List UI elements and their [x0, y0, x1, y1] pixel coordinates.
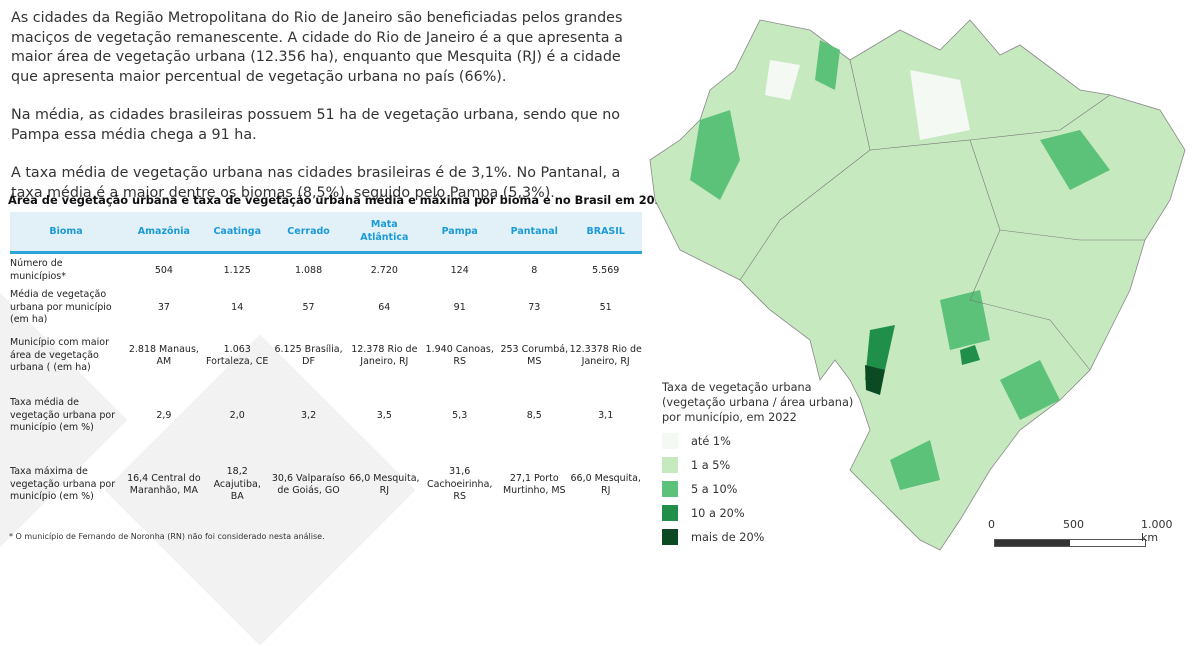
legend-swatch: [662, 433, 678, 449]
legend-label: 5 a 10%: [691, 482, 738, 496]
table-cell: 73: [528, 301, 541, 313]
column-header: Caatinga: [213, 225, 262, 237]
legend-item: 10 a 20%: [662, 501, 862, 525]
table-cell: 8,5: [526, 409, 542, 421]
column-header: Amazônia: [137, 225, 190, 237]
table-cell: 124: [450, 264, 469, 276]
legend-swatch: [662, 505, 678, 521]
table-cell: 1.125: [223, 264, 251, 276]
scale-label: 500: [1063, 518, 1084, 531]
table-cell: 3,5: [376, 409, 392, 421]
legend-item: até 1%: [662, 429, 862, 453]
table-cell: 1.063 Fortaleza, CE: [206, 343, 269, 368]
map-legend: Taxa de vegetação urbana (vegetação urba…: [662, 380, 862, 549]
table-cell: 91: [453, 301, 466, 313]
table-cell: 1.088: [294, 264, 323, 276]
footnote: * O município de Fernando de Noronha (RN…: [9, 532, 325, 541]
table-cell: 3,2: [301, 409, 317, 421]
table-cell: 37: [157, 301, 170, 313]
table-row: Número de municípios* 504 1.125 1.088 2.720 1…: [10, 252, 642, 288]
table-cell: 51: [599, 301, 612, 313]
table-cell: 12.3378 Rio de Janeiro, RJ: [569, 343, 642, 368]
table-row: Taxa média de vegetação urbana por munic…: [10, 384, 642, 448]
intro-text: As cidades da Região Metropolitana do Ri…: [11, 9, 641, 222]
table-cell: 12.378 Rio de Janeiro, RJ: [351, 343, 418, 368]
table-cell: 8: [531, 264, 538, 276]
legend-item: 1 a 5%: [662, 453, 862, 477]
row-label: Taxa máxima de vegetação urbana por muni…: [10, 466, 116, 503]
column-header: Pampa: [441, 225, 478, 237]
table-cell: 2,0: [229, 409, 245, 421]
state-borders: [739, 59, 1145, 371]
table-cell: 31,6 Cachoeirinha, RS: [426, 466, 493, 503]
table-cell: 2.818 Manaus, AM: [128, 343, 199, 368]
table-cell: 18,2 Acajutiba, BA: [213, 466, 261, 503]
table-cell: 5.569: [592, 264, 620, 276]
column-header: Cerrado: [287, 225, 330, 237]
intro-paragraph: Na média, as cidades brasileiras possuem…: [11, 107, 621, 143]
legend-title: Taxa de vegetação urbana (vegetação urba…: [662, 381, 854, 424]
table-cell: 2.720: [370, 264, 398, 276]
table-cell: 16,4 Central do Maranhão, MA: [127, 472, 201, 497]
table-cell: 66,0 Mesquita, RJ: [349, 472, 420, 497]
table-cell: 504: [154, 264, 173, 276]
table-title: Área de vegetação urbana e taxa de veget…: [8, 193, 671, 207]
column-header: Pantanal: [510, 225, 558, 237]
legend-label: mais de 20%: [691, 530, 765, 544]
legend-swatch: [662, 457, 678, 473]
legend-label: 1 a 5%: [691, 458, 731, 472]
column-header: Bioma: [49, 225, 83, 237]
scale-label: 0: [988, 518, 995, 531]
row-label: Município com maior área de vegetação ur…: [10, 337, 109, 374]
table-cell: 14: [231, 301, 244, 313]
table-header-row: Bioma Amazônia Caatinga Cerrado Mata Atlânti…: [10, 212, 642, 252]
legend-item: 5 a 10%: [662, 477, 862, 501]
table-cell: 66,0 Mesquita, RJ: [570, 472, 641, 497]
table-row: Média de vegetação urbana por município …: [10, 288, 642, 328]
table-cell: 30,6 Valparaíso de Goiás, GO: [271, 472, 346, 497]
scale-label: 1.000 km: [1141, 518, 1173, 544]
table-row: Taxa máxima de vegetação urbana por muni…: [10, 448, 642, 522]
legend-swatch: [662, 481, 678, 497]
table-cell: 64: [378, 301, 391, 313]
table-cell: 3,1: [598, 409, 614, 421]
table-cell: 5,3: [452, 409, 468, 421]
table-cell: 6.125 Brasília, DF: [274, 343, 343, 368]
map-patches: [690, 40, 1110, 490]
biome-table: Bioma Amazônia Caatinga Cerrado Mata Atlânti…: [10, 212, 642, 522]
legend-label: até 1%: [691, 434, 731, 448]
row-label: Média de vegetação urbana por município …: [10, 289, 112, 326]
legend-label: 10 a 20%: [691, 506, 745, 520]
table-cell: 27,1 Porto Murtinho, MS: [502, 472, 566, 497]
table-cell: 57: [302, 301, 315, 313]
table-row: Município com maior área de vegetação ur…: [10, 328, 642, 384]
table-cell: 253 Corumbá, MS: [500, 343, 569, 368]
column-header: Mata Atlântica: [360, 219, 409, 244]
row-label: Taxa média de vegetação urbana por munic…: [10, 397, 116, 434]
legend-swatch: [662, 529, 678, 545]
intro-paragraph: A taxa média de vegetação urbana nas cid…: [11, 165, 621, 201]
table-cell: 1.940 Canoas, RS: [425, 343, 494, 368]
column-header: BRASIL: [586, 225, 625, 237]
scale-bar: 0 500 1.000 km: [978, 518, 1188, 547]
map-patch-pantanal: [865, 325, 895, 380]
table-cell: 2,9: [156, 409, 172, 421]
brazil-map: [649, 19, 1186, 551]
row-label: Número de municípios*: [10, 258, 66, 282]
intro-paragraph: As cidades da Região Metropolitana do Ri…: [11, 10, 623, 85]
legend-item: mais de 20%: [662, 525, 862, 549]
